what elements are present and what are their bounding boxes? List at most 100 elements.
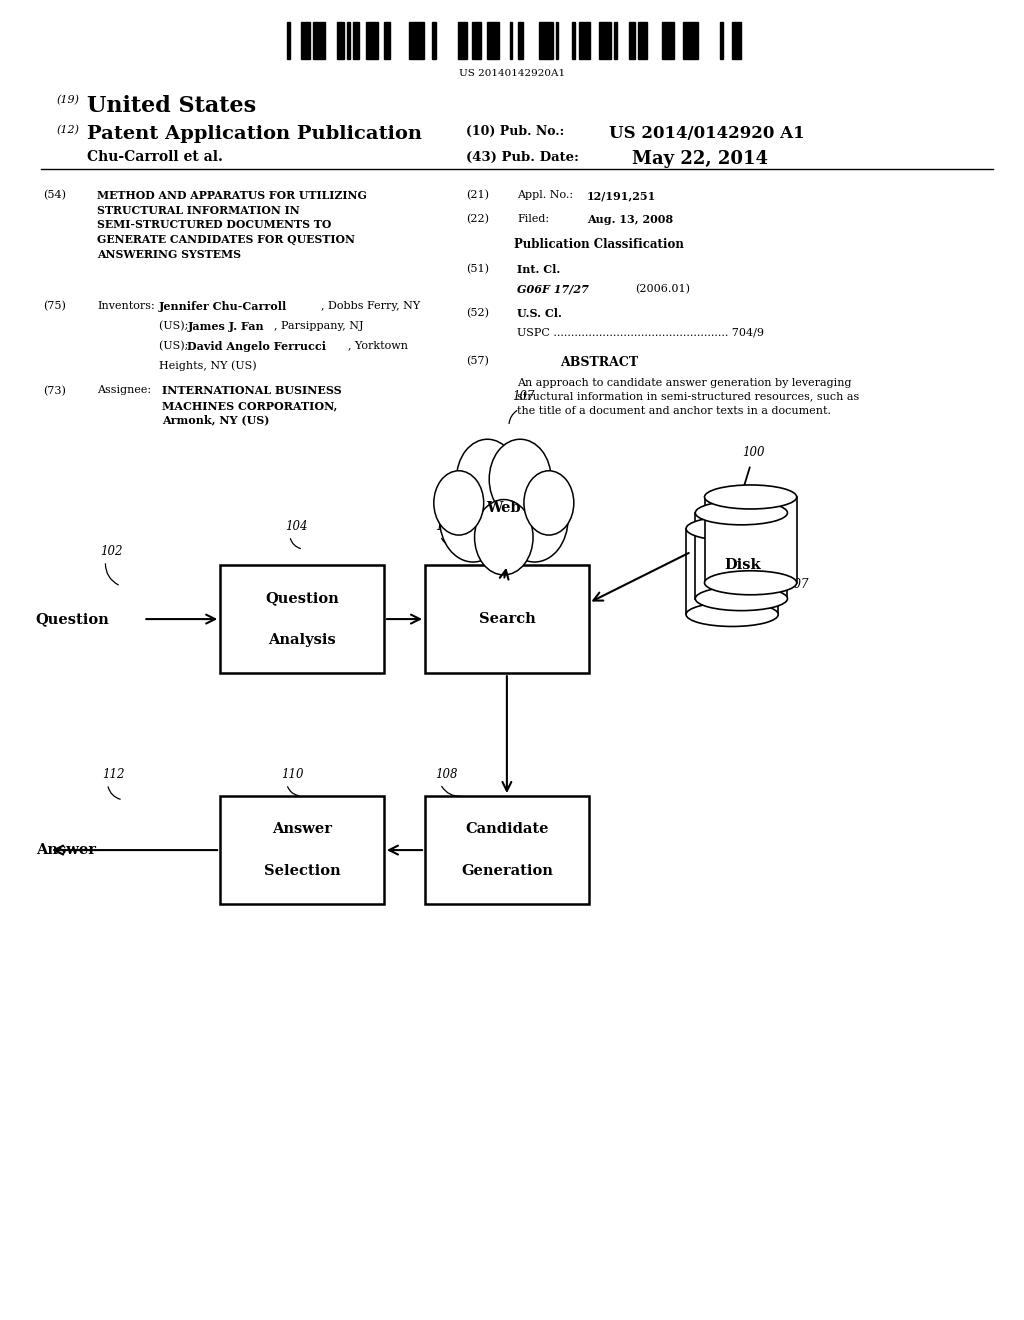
Bar	[539, 22, 541, 59]
Text: , Dobbs Ferry, NY: , Dobbs Ferry, NY	[321, 301, 420, 312]
Text: (2006.01): (2006.01)	[635, 284, 690, 294]
Ellipse shape	[705, 484, 797, 510]
Bar	[732, 22, 735, 59]
Text: Answer: Answer	[272, 822, 332, 836]
Text: INTERNATIONAL BUSINESS
MACHINES CORPORATION,
Armonk, NY (US): INTERNATIONAL BUSINESS MACHINES CORPORAT…	[162, 385, 341, 425]
Text: James J. Fan: James J. Fan	[187, 321, 264, 331]
Text: Filed:: Filed:	[517, 214, 549, 224]
Text: Inventors:: Inventors:	[97, 301, 155, 312]
Text: (12): (12)	[56, 125, 79, 136]
Bar	[572, 22, 575, 59]
Bar	[316, 22, 318, 59]
Bar	[599, 22, 608, 59]
Ellipse shape	[705, 570, 797, 595]
Text: 104: 104	[285, 520, 307, 533]
Bar	[366, 22, 369, 59]
Text: Appl. No.:: Appl. No.:	[517, 190, 577, 201]
Bar	[629, 22, 632, 59]
Text: (75): (75)	[43, 301, 66, 312]
Bar	[307, 22, 310, 59]
Bar	[425, 796, 589, 904]
Bar	[556, 22, 558, 59]
Bar	[547, 22, 553, 59]
Circle shape	[489, 440, 551, 519]
Bar	[614, 22, 617, 59]
Bar	[287, 22, 290, 59]
Bar	[689, 22, 698, 59]
Bar	[632, 22, 635, 59]
Text: G06F 17/27: G06F 17/27	[517, 284, 589, 294]
Bar	[494, 22, 497, 59]
Text: Generation: Generation	[461, 865, 553, 878]
Text: Question: Question	[36, 612, 110, 626]
Text: 112: 112	[102, 768, 125, 781]
Circle shape	[457, 440, 518, 519]
Bar	[220, 796, 384, 904]
Text: (52): (52)	[466, 308, 488, 318]
Text: (51): (51)	[466, 264, 488, 275]
Bar	[458, 22, 464, 59]
Text: 108: 108	[435, 768, 458, 781]
Text: May 22, 2014: May 22, 2014	[632, 150, 768, 169]
Bar	[337, 22, 339, 59]
Ellipse shape	[686, 602, 778, 627]
Bar	[581, 22, 590, 59]
Text: 100: 100	[742, 446, 765, 459]
Bar	[220, 565, 384, 673]
Text: (US);: (US);	[159, 341, 191, 351]
Bar	[487, 22, 494, 59]
Text: , Yorktown: , Yorktown	[348, 341, 409, 351]
Text: USPC .................................................. 704/9: USPC ...................................…	[517, 327, 764, 338]
Bar	[301, 22, 307, 59]
Bar	[686, 529, 778, 615]
Bar	[375, 22, 378, 59]
Text: US 2014/0142920 A1: US 2014/0142920 A1	[609, 125, 805, 143]
Bar	[720, 22, 723, 59]
Text: (10) Pub. No.:: (10) Pub. No.:	[466, 125, 564, 139]
Text: An approach to candidate answer generation by leveraging
structural information : An approach to candidate answer generati…	[517, 378, 859, 416]
Text: 110: 110	[282, 768, 304, 781]
Bar	[341, 22, 344, 59]
Text: (73): (73)	[43, 385, 66, 396]
Bar	[432, 22, 434, 59]
Circle shape	[434, 471, 483, 535]
Text: Question: Question	[265, 591, 339, 605]
Text: Candidate: Candidate	[465, 822, 549, 836]
Bar	[518, 22, 520, 59]
Text: United States: United States	[87, 95, 256, 117]
Bar	[544, 22, 547, 59]
Bar	[608, 22, 611, 59]
Bar	[662, 22, 665, 59]
Text: ABSTRACT: ABSTRACT	[560, 356, 638, 370]
Bar	[339, 22, 341, 59]
Text: Chu-Carroll et al.: Chu-Carroll et al.	[87, 150, 223, 165]
Text: Disk: Disk	[724, 558, 761, 572]
Bar	[705, 498, 797, 583]
Bar	[579, 22, 581, 59]
Text: Patent Application Publication: Patent Application Publication	[87, 125, 422, 144]
Circle shape	[439, 475, 507, 562]
Bar	[472, 22, 478, 59]
Text: Answer: Answer	[36, 843, 96, 857]
Text: Assignee:: Assignee:	[97, 385, 152, 396]
Text: METHOD AND APPARATUS FOR UTILIZING
STRUCTURAL INFORMATION IN
SEMI-STRUCTURED DOC: METHOD AND APPARATUS FOR UTILIZING STRUC…	[97, 190, 368, 260]
Bar	[347, 22, 350, 59]
Text: Heights, NY (US): Heights, NY (US)	[159, 360, 256, 371]
Bar	[478, 22, 481, 59]
Text: U.S. Cl.: U.S. Cl.	[517, 308, 562, 318]
Text: (54): (54)	[43, 190, 66, 201]
Text: (43) Pub. Date:: (43) Pub. Date:	[466, 150, 579, 164]
Text: 106: 106	[435, 520, 458, 533]
Circle shape	[461, 453, 547, 564]
Text: 12/191,251: 12/191,251	[587, 190, 656, 201]
Text: Jennifer Chu-Carroll: Jennifer Chu-Carroll	[159, 301, 287, 312]
Bar	[318, 22, 325, 59]
Bar	[735, 22, 741, 59]
Circle shape	[474, 499, 534, 576]
Bar	[353, 22, 359, 59]
Ellipse shape	[686, 516, 778, 541]
Bar	[434, 22, 436, 59]
Text: Web: Web	[486, 502, 521, 515]
Bar	[638, 22, 647, 59]
Bar	[313, 22, 316, 59]
